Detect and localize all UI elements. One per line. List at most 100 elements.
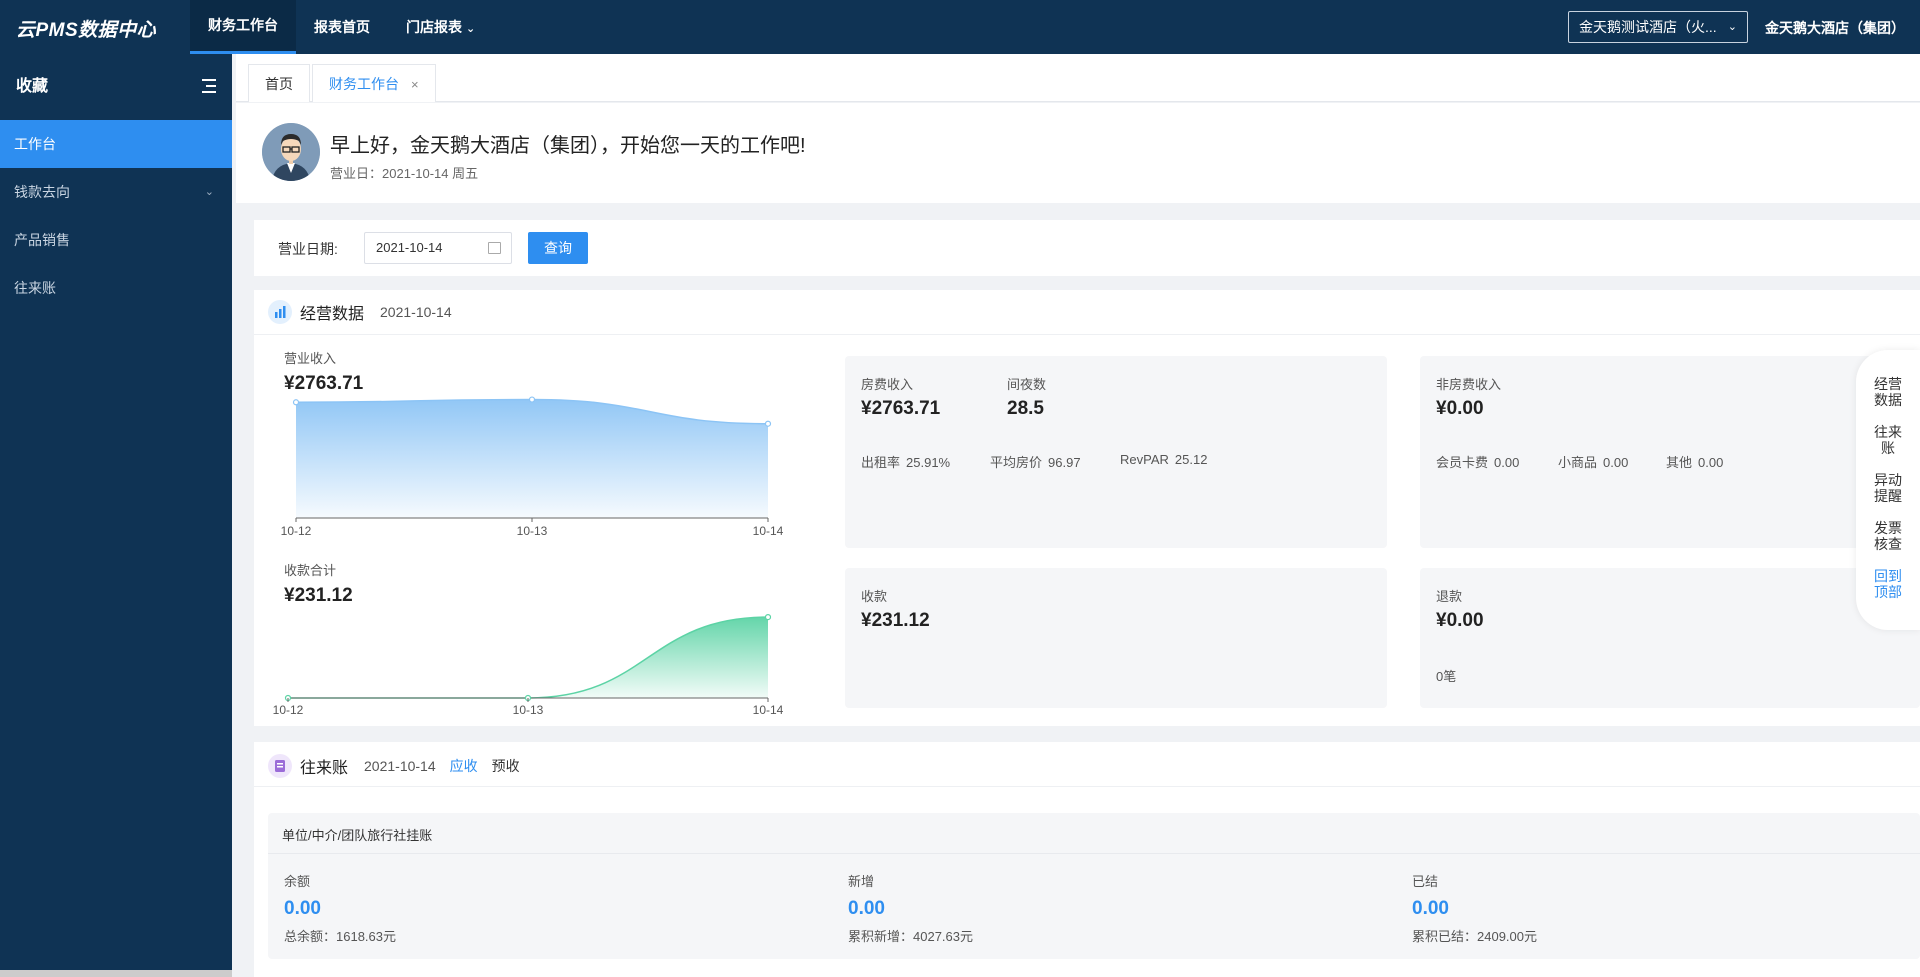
top-nav-report-home[interactable]: 报表首页 [296,0,388,54]
greeting-panel: 早上好，金天鹅大酒店（集团），开始您一天的工作吧! 营业日：2021-10-14… [236,103,1920,203]
room-revenue-box: 房费收入 ¥2763.71 间夜数 28.5 出租率 25.91% 平均房价 96.… [845,356,1387,548]
sidebar-item-label: 产品销售 [14,232,70,248]
settled-label: 已结 [1412,874,1439,889]
adr-label: 平均房价 [990,455,1043,470]
section-title: 往来账 [300,760,349,777]
top-nav-finance-workbench[interactable]: 财务工作台 [190,0,296,54]
balance-label: 余额 [284,874,311,889]
revpar-value: 25.12 [1174,452,1208,467]
ledger-icon [268,754,292,778]
data-point[interactable] [292,399,300,406]
top-nav-store-reports[interactable]: 门店报表 ⌄ [388,0,493,54]
x-tick-label: 10-12 [273,703,304,717]
x-tick-label: 10-14 [753,524,784,538]
room-nights-value: 28.5 [1007,398,1044,419]
refund-label: 退款 [1436,589,1463,604]
quick-nav-accounts[interactable]: 往来账 [1856,424,1920,456]
sidebar-header: 收藏 [0,54,232,120]
sidebar-item-label: 往来账 [14,280,56,296]
occupancy-label: 出租率 [861,455,901,470]
quick-nav-business-data[interactable]: 经营数据 [1856,376,1920,408]
new-column: 新增 0.00 累积新增：4027.63元 [848,871,973,945]
revenue-chart: 10-12 10-13 10-14 [281,396,784,538]
refund-value: ¥0.00 [1436,610,1484,631]
balance-value: 0.00 [284,898,321,919]
balance-column: 余额 0.00 总余额：1618.63元 [284,871,396,945]
close-icon[interactable]: × [411,77,419,92]
data-point[interactable] [764,420,772,427]
tab-label: 首页 [265,76,293,92]
collection-value: ¥231.12 [284,585,353,606]
quick-nav-panel: 经营数据 往来账 异动提醒 发票核查 回到顶部 [1856,350,1920,630]
room-revenue-value: ¥2763.71 [861,398,941,419]
back-to-top-button[interactable]: 回到顶部 [1856,568,1920,600]
calendar-icon [488,242,501,254]
section-title: 经营数据 [300,306,365,323]
group-name[interactable]: 金天鹅大酒店（集团） [1765,20,1905,36]
revenue-summary: 营业收入 ¥2763.71 [284,348,363,395]
refund-box: 退款 ¥0.00 0笔 [1420,568,1920,708]
goods-value: 0.00 [1603,455,1629,470]
date-label: 营业日期: [278,241,338,257]
settled-column: 已结 0.00 累积已结：2409.00元 [1412,871,1537,945]
menu-collapse-icon[interactable] [200,79,216,93]
quick-nav-label: 发票核查 [1874,520,1902,552]
top-nav-label: 报表首页 [314,19,370,35]
horizontal-scrollbar[interactable] [0,970,232,977]
tab-home[interactable]: 首页 [248,64,310,102]
non-room-value: ¥0.00 [1436,398,1484,419]
room-nights-label: 间夜数 [1007,377,1047,392]
quick-nav-label: 往来账 [1874,424,1902,456]
top-nav-label: 财务工作台 [208,17,278,33]
settled-value: 0.00 [1412,898,1449,919]
sidebar-item-product-sales[interactable]: 产品销售 [0,216,232,264]
quick-nav-label: 异动提醒 [1874,472,1902,504]
data-point[interactable] [764,614,772,621]
member-card-fee: 会员卡费 0.00 [1436,452,1519,471]
revpar: RevPAR 25.12 [1120,452,1207,467]
sidebar-item-workbench[interactable]: 工作台 [0,120,232,168]
quick-nav-label: 回到顶部 [1874,568,1902,600]
member-value: 0.00 [1494,455,1520,470]
greeting-title: 早上好，金天鹅大酒店（集团），开始您一天的工作吧! [330,135,806,157]
hotel-select[interactable]: 金天鹅测试酒店（火... ⌄ [1568,11,1748,43]
room-revenue-label: 房费收入 [861,377,914,392]
business-date-input[interactable]: 2021-10-14 [364,232,512,264]
top-bar: 云PMS数据中心 财务工作台 报表首页 门店报表 ⌄ 金天鹅测试酒店（火... ⌄… [0,0,1920,54]
app-logo[interactable]: 云PMS数据中心 [16,20,157,41]
divider [254,334,1920,335]
sidebar-item-money-flow[interactable]: 钱款去向 ⌄ [0,168,232,216]
sidebar-item-label: 钱款去向 [14,184,70,200]
other-label: 其他 [1666,455,1693,470]
revpar-label: RevPAR [1120,452,1169,467]
small-goods: 小商品 0.00 [1558,452,1628,471]
divider [268,853,1920,854]
divider [254,786,1920,787]
avatar [262,123,320,181]
query-button[interactable]: 查询 [528,232,588,264]
tab-receivable[interactable]: 应收 [449,758,478,774]
section-date: 2021-10-14 [380,304,452,320]
collection-label: 收款合计 [284,563,337,578]
tab-finance-workbench[interactable]: 财务工作台 × [312,64,436,102]
chevron-down-icon: ⌄ [466,23,476,35]
goods-label: 小商品 [1558,455,1598,470]
sidebar-item-accounts[interactable]: 往来账 [0,264,232,312]
tab-prepaid[interactable]: 预收 [491,758,520,774]
date-value: 2021-10-14 [376,240,443,255]
collection-chart: 10-12 10-13 10-14 [273,614,784,717]
business-day: 营业日：2021-10-14 周五 [330,166,479,181]
revenue-label: 营业收入 [284,351,337,366]
occupancy-value: 25.91% [906,455,951,470]
data-point[interactable] [528,396,536,403]
quick-nav-anomaly-alerts[interactable]: 异动提醒 [1856,472,1920,504]
refund-count: 0笔 [1436,669,1457,684]
section-header: 往来账 2021-10-14 应收 预收 [268,754,520,778]
adr-value: 96.97 [1048,455,1081,470]
revenue-value: ¥2763.71 [284,373,364,394]
quick-nav-invoice-check[interactable]: 发票核查 [1856,520,1920,552]
x-tick-label: 10-13 [513,703,544,717]
business-data-section: 经营数据 2021-10-14 营业收入 ¥2763.71 10-12 10-13… [254,290,1920,726]
sidebar-item-label: 工作台 [14,136,56,152]
occupancy-rate: 出租率 25.91% [861,452,950,471]
